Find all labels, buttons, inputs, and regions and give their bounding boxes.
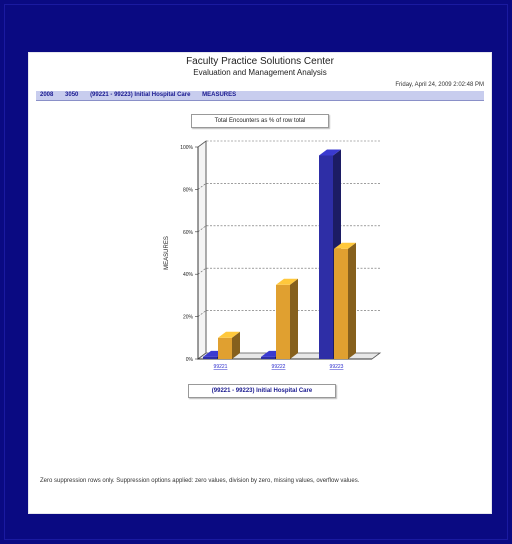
bar-top (276, 278, 298, 285)
chart-legend[interactable]: (99221 - 99223) Initial Hospital Care (188, 384, 336, 398)
chart-caption: Total Encounters as % of row total (191, 114, 329, 128)
bar (276, 284, 290, 359)
bar-top (334, 242, 356, 249)
bar-side (290, 278, 298, 359)
x-tick-label[interactable]: 99222 (272, 364, 286, 370)
report-sheet: Faculty Practice Solutions Center Evalua… (28, 52, 492, 514)
report-subtitle: Evaluation and Management Analysis (193, 68, 327, 77)
bar (203, 356, 217, 359)
bar (334, 248, 348, 359)
gridline (197, 140, 380, 148)
y-tick-label: 60% (183, 230, 194, 236)
slide-border (4, 4, 508, 540)
report-datetime: Friday, April 24, 2009 2:02:48 PM (395, 82, 484, 88)
breadcrumb: 2008 3050 (99221 - 99223) Initial Hospit… (36, 91, 484, 101)
chart-side-wall (197, 140, 207, 360)
footnote: Zero suppression rows only. Suppression … (40, 478, 360, 484)
report-title: Faculty Practice Solutions Center (186, 56, 334, 67)
y-tick-label: 0% (186, 357, 194, 363)
bar-top (218, 331, 240, 338)
breadcrumb-department[interactable]: 3050 (65, 92, 79, 98)
x-tick-label[interactable]: 99221 (214, 364, 228, 370)
y-tick-label: 100% (180, 145, 193, 151)
bar-top (319, 149, 341, 156)
gridline (197, 225, 380, 233)
y-tick-label: 20% (183, 315, 194, 321)
bar-chart: 0% 20% 40% 60% 80% 100% MEASURES 99221 99222 9922… (164, 140, 382, 370)
breadcrumb-year[interactable]: 2008 (40, 92, 54, 98)
bar (261, 356, 275, 359)
bar (319, 155, 333, 359)
bar (218, 337, 232, 359)
y-tick-label: 80% (183, 187, 194, 193)
x-tick-label[interactable]: 99223 (330, 364, 344, 370)
y-axis-label: MEASURES (164, 236, 170, 270)
gridline (197, 183, 380, 190)
breadcrumb-measures[interactable]: MEASURES (202, 92, 237, 98)
bar-side (232, 331, 240, 359)
bar-side (348, 242, 356, 359)
breadcrumb-code-range[interactable]: (99221 - 99223) Initial Hospital Care (90, 92, 191, 98)
y-tick-label: 40% (183, 272, 194, 278)
